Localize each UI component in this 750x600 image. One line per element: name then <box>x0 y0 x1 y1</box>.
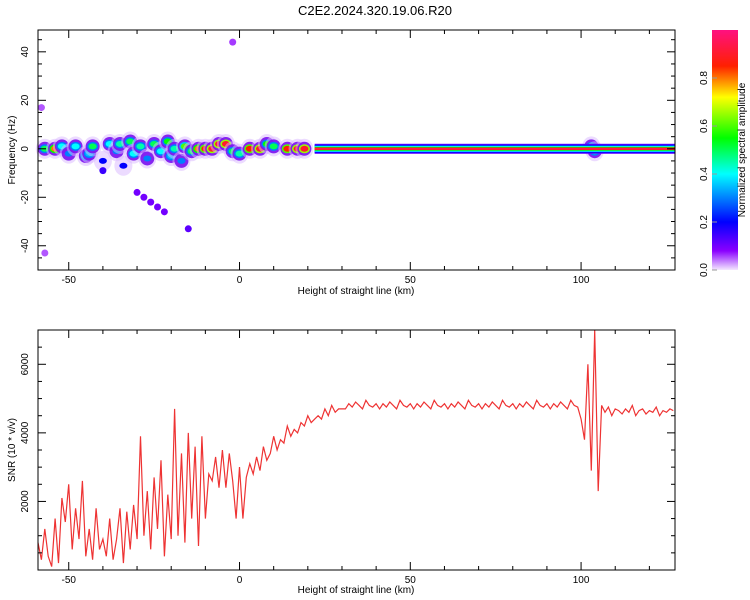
x-tick-label: 50 <box>405 275 417 286</box>
spectral-blob <box>160 208 168 216</box>
chart-title: C2E2.2024.320.19.06.R20 <box>298 3 452 18</box>
spectral-blob <box>71 143 80 150</box>
spectrogram-marks <box>35 38 675 257</box>
y-tick-label: 2000 <box>20 490 31 513</box>
spectral-blob <box>140 193 148 201</box>
y-tick-label: 0 <box>20 146 31 152</box>
colorbar-gradient <box>712 30 738 270</box>
spectral-blob <box>119 162 128 169</box>
y-tick-label: 20 <box>20 94 31 106</box>
spectral-blob <box>99 167 107 175</box>
x-tick-label: -50 <box>62 275 77 286</box>
spectrogram-panel: -50 0 50 100 -40 -20 0 20 40 <box>20 29 676 286</box>
spectral-blob <box>300 145 309 152</box>
spectral-blob <box>147 198 155 206</box>
colorbar-tick-label: 0.6 <box>699 119 710 133</box>
spectral-blob <box>177 157 186 164</box>
spectral-blob <box>133 188 141 196</box>
x-tick-label: 100 <box>573 575 590 586</box>
y-tick-label: -20 <box>20 190 31 205</box>
spectral-blob <box>229 38 237 46</box>
snr-line <box>37 329 674 567</box>
y-tick-label: 4000 <box>20 421 31 444</box>
spectral-blob <box>37 104 45 112</box>
spectral-line-band <box>314 148 675 150</box>
spectral-blob <box>136 143 145 150</box>
colorbar: Normalized spectral amplitude 0.0 0.2 0.4 0… <box>699 30 748 277</box>
colorbar-tick-label: 0.2 <box>699 215 710 229</box>
colorbar-tick-label: 0.8 <box>699 71 710 85</box>
colorbar-tick-label: 0.0 <box>699 263 710 277</box>
plot-frame <box>37 329 676 571</box>
spectral-blob <box>88 143 97 150</box>
x-axis-label-top: Height of straight line (km) <box>298 286 415 297</box>
spectral-blob <box>143 155 152 162</box>
spectral-blob <box>98 157 107 164</box>
spectral-blob <box>41 249 49 257</box>
y-tick-label: -40 <box>20 238 31 253</box>
x-tick-label: 0 <box>237 575 243 586</box>
colorbar-tick-label: 0.4 <box>699 167 710 181</box>
spectral-blob <box>184 225 192 233</box>
x-tick-label: 0 <box>237 275 243 286</box>
y-axis-label-bottom: SNR (10 * v/v) <box>7 418 18 482</box>
y-axis-label-top: Frequency (Hz) <box>7 116 18 185</box>
spectral-blob <box>269 143 278 150</box>
snr-panel: -50 0 50 100 2000 4000 6000 <box>20 329 676 586</box>
spectral-blob <box>154 203 162 211</box>
plot-frame <box>37 29 676 271</box>
colorbar-label: Normalized spectral amplitude <box>737 82 748 217</box>
x-tick-label: -50 <box>62 575 77 586</box>
x-tick-label: 100 <box>573 275 590 286</box>
y-tick-label: 6000 <box>20 353 31 376</box>
x-tick-label: 50 <box>405 575 417 586</box>
y-tick-label: 40 <box>20 46 31 58</box>
x-axis-label-bottom: Height of straight line (km) <box>298 585 415 596</box>
